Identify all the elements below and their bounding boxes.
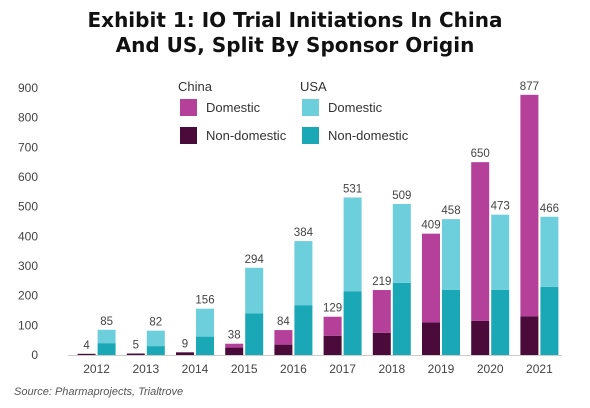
bar-usa-non-domestic bbox=[146, 346, 165, 355]
legend-entry-label: Non-domestic bbox=[206, 128, 287, 143]
bar-usa-domestic bbox=[392, 203, 411, 283]
data-label-usa-total: 531 bbox=[343, 183, 362, 195]
bar-china-non-domestic bbox=[422, 322, 440, 355]
x-tick-label: 2017 bbox=[329, 362, 356, 376]
bar-china-non-domestic bbox=[372, 332, 391, 355]
data-label-china-total: 650 bbox=[471, 148, 490, 160]
y-tick-label: 800 bbox=[18, 111, 38, 125]
data-label-china-total: 409 bbox=[421, 220, 440, 232]
bar-usa-non-domestic bbox=[196, 336, 214, 355]
bar-china-non-domestic bbox=[77, 353, 96, 355]
y-tick-label: 900 bbox=[18, 81, 38, 95]
chart-title-line-2: And US, Split By Sponsor Origin bbox=[115, 33, 475, 57]
data-label-china-total: 38 bbox=[228, 330, 241, 342]
bar-china-domestic bbox=[225, 343, 244, 348]
bar-usa-domestic bbox=[442, 219, 460, 290]
data-label-china-total: 5 bbox=[133, 340, 139, 352]
x-tick-label: 2018 bbox=[378, 362, 405, 376]
bar-china-domestic bbox=[471, 162, 490, 321]
bar-china-non-domestic bbox=[520, 316, 539, 355]
x-tick-label: 2012 bbox=[83, 362, 110, 376]
x-axis: 2012 2013 2014 2015 2016 2017 2018 2019 2020 2021 bbox=[68, 355, 562, 376]
y-tick-label: 200 bbox=[18, 289, 38, 303]
source-note: Source: Pharmaprojects, Trialtrove bbox=[14, 386, 184, 398]
data-label-usa-total: 156 bbox=[195, 295, 214, 307]
bar-usa-domestic bbox=[491, 214, 510, 290]
data-label-usa-total: 82 bbox=[149, 317, 162, 329]
bar-usa-non-domestic bbox=[392, 282, 411, 355]
bar-usa-non-domestic bbox=[491, 289, 510, 355]
data-label-china-total: 9 bbox=[182, 338, 188, 350]
bar-usa-non-domestic bbox=[540, 286, 559, 355]
bar-usa-domestic bbox=[146, 330, 165, 347]
legend-entry-label: Domestic bbox=[206, 100, 261, 115]
y-tick-label: 300 bbox=[18, 259, 38, 273]
bar-china-domestic bbox=[520, 94, 539, 317]
y-tick-label: 400 bbox=[18, 229, 38, 243]
bar-china-non-domestic bbox=[176, 352, 194, 355]
data-label-usa-total: 294 bbox=[245, 254, 265, 266]
y-tick-label: 700 bbox=[18, 140, 38, 154]
bar-china-domestic bbox=[323, 316, 342, 336]
y-tick-label: 600 bbox=[18, 170, 38, 184]
bar-china-domestic bbox=[422, 233, 440, 323]
bar-china-non-domestic bbox=[126, 353, 145, 355]
bar-usa-non-domestic bbox=[245, 313, 264, 355]
chart-title-line-1: Exhibit 1: IO Trial Initiations In China bbox=[87, 8, 503, 32]
bar-usa-domestic bbox=[245, 267, 264, 314]
bar-usa-non-domestic bbox=[343, 291, 362, 355]
data-label-china-total: 129 bbox=[323, 303, 342, 315]
legend-entry-label: Domestic bbox=[328, 100, 383, 115]
bar-usa-domestic bbox=[196, 308, 214, 337]
bar-usa-non-domestic bbox=[442, 289, 460, 355]
x-tick-label: 2015 bbox=[231, 362, 258, 376]
x-tick-label: 2016 bbox=[280, 362, 307, 376]
legend-swatch bbox=[180, 99, 197, 116]
bar-usa-domestic bbox=[540, 216, 559, 287]
bar-usa-domestic bbox=[343, 197, 362, 292]
legend-group-title: USA bbox=[300, 79, 327, 94]
bar-china-non-domestic bbox=[274, 344, 293, 355]
data-label-usa-total: 384 bbox=[294, 227, 314, 239]
legend-entry-label: Non-domestic bbox=[328, 128, 409, 143]
data-label-china-total: 84 bbox=[277, 316, 290, 328]
bar-china-domestic bbox=[274, 330, 293, 345]
x-tick-label: 2019 bbox=[428, 362, 455, 376]
legend-swatch bbox=[180, 127, 197, 144]
bar-china-domestic bbox=[372, 290, 391, 333]
bar-usa-domestic bbox=[97, 329, 116, 344]
data-label-usa-total: 473 bbox=[491, 201, 510, 213]
legend-group-title: China bbox=[178, 79, 213, 94]
data-label-usa-total: 458 bbox=[441, 205, 460, 217]
y-tick-label: 100 bbox=[18, 318, 38, 332]
data-label-usa-total: 509 bbox=[392, 190, 411, 202]
bar-usa-non-domestic bbox=[294, 305, 313, 355]
bar-usa-non-domestic bbox=[97, 343, 116, 355]
y-axis: 0 100 200 300 400 500 600 700 800 900 bbox=[18, 81, 38, 362]
x-tick-label: 2020 bbox=[477, 362, 504, 376]
y-tick-label: 500 bbox=[18, 200, 38, 214]
bar-china-non-domestic bbox=[323, 335, 342, 355]
legend-swatch bbox=[302, 99, 319, 116]
legend: ChinaDomesticNon-domesticUSADomesticNon-… bbox=[178, 79, 409, 144]
data-label-china-total: 877 bbox=[520, 81, 539, 93]
data-label-usa-total: 466 bbox=[540, 203, 559, 215]
y-tick-label: 0 bbox=[31, 348, 38, 362]
bars bbox=[77, 94, 559, 355]
bar-usa-domestic bbox=[294, 241, 313, 306]
x-tick-label: 2021 bbox=[526, 362, 553, 376]
legend-swatch bbox=[302, 127, 319, 144]
data-label-china-total: 4 bbox=[83, 340, 90, 352]
chart-title: Exhibit 1: IO Trial Initiations In China… bbox=[0, 8, 590, 58]
x-tick-label: 2014 bbox=[182, 362, 209, 376]
x-tick-label: 2013 bbox=[132, 362, 159, 376]
bar-china-non-domestic bbox=[471, 320, 490, 355]
bar-china-non-domestic bbox=[225, 347, 244, 355]
data-label-china-total: 219 bbox=[372, 276, 391, 288]
data-label-usa-total: 85 bbox=[100, 316, 113, 328]
